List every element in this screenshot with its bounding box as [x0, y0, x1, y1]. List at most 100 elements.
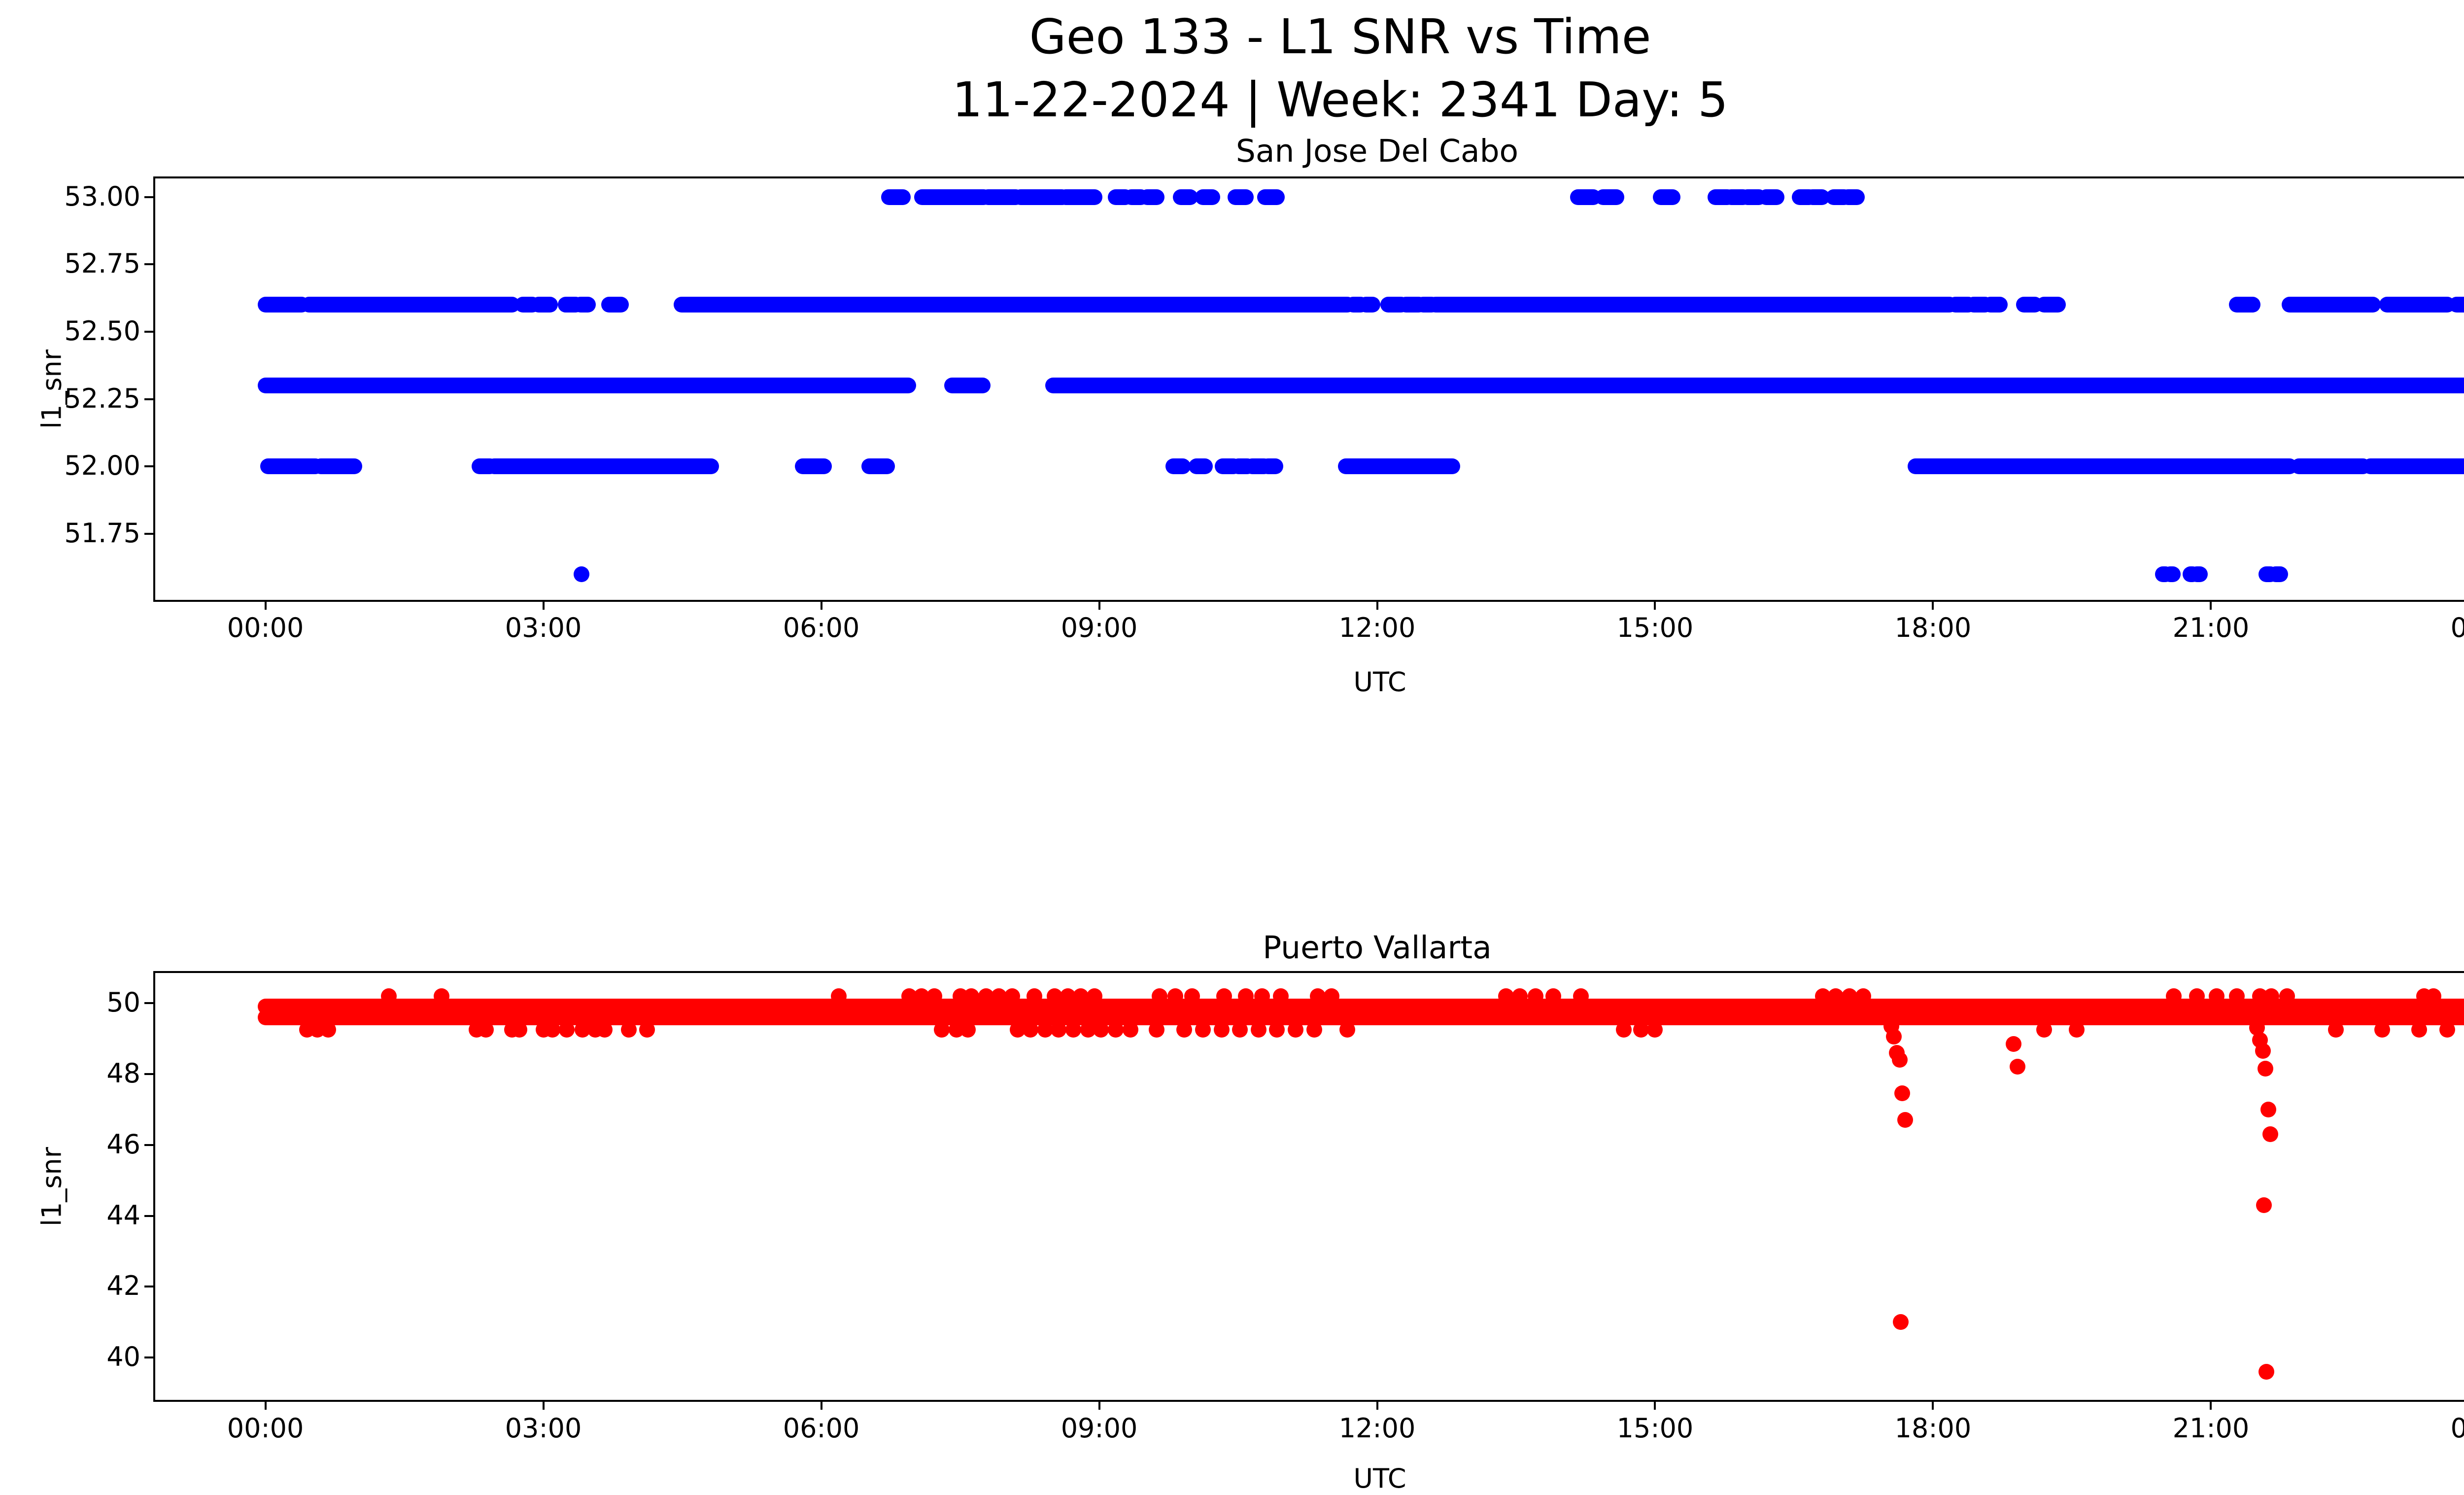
scatter-band: [1652, 189, 1681, 205]
y-tick-label: 40: [106, 1341, 140, 1373]
x-tick-mark: [2210, 600, 2212, 610]
y-tick-mark: [144, 196, 153, 198]
scatter-point: [2260, 1101, 2276, 1117]
scatter-band: [1260, 458, 1283, 475]
scatter-point: [2439, 1021, 2455, 1038]
scatter-point: [620, 1021, 637, 1038]
scatter-band: [914, 189, 992, 205]
scatter-point: [1232, 1021, 1248, 1038]
scatter-point: [558, 1021, 575, 1038]
y-tick-label: 44: [106, 1199, 140, 1231]
scatter-point: [933, 1021, 950, 1038]
scatter-point: [2328, 1021, 2344, 1038]
scatter-band: [1227, 189, 1254, 205]
subplot-title: Puerto Vallarta: [1263, 930, 1492, 966]
scatter-point: [2009, 1059, 2025, 1075]
y-tick-mark: [144, 465, 153, 468]
x-tick-label: 09:00: [1061, 612, 1138, 643]
scatter-point: [1195, 1021, 1211, 1038]
y-tick-mark: [144, 1002, 153, 1004]
scatter-point: [963, 988, 980, 1004]
x-tick-label: 12:00: [1338, 1413, 1416, 1444]
scatter-point: [1072, 988, 1089, 1004]
scatter-band: [1758, 189, 1784, 205]
scatter-point: [320, 1021, 337, 1038]
x-tick-mark: [1098, 600, 1100, 610]
scatter-point: [959, 1021, 976, 1038]
x-axis-label: UTC: [1353, 1463, 1406, 1494]
scatter-point: [1026, 988, 1042, 1004]
x-tick-label: 06:00: [783, 612, 860, 643]
scatter-band: [2379, 297, 2455, 313]
x-tick-label: 03:00: [505, 612, 582, 643]
x-tick-label: 09:00: [1061, 1413, 1138, 1444]
x-tick-label: 00:00: [2450, 1413, 2464, 1444]
scatter-band: [2268, 566, 2289, 582]
x-tick-mark: [2210, 1400, 2212, 1410]
scatter-point: [2258, 1061, 2274, 1077]
scatter-point: [2256, 1197, 2272, 1214]
scatter-point: [1149, 1021, 1165, 1038]
scatter-point: [1828, 988, 1844, 1004]
scatter-point: [2262, 1126, 2278, 1143]
scatter-band: [1172, 189, 1198, 205]
scatter-band: [2448, 297, 2464, 313]
x-tick-mark: [542, 1400, 545, 1410]
scatter-point: [1004, 988, 1020, 1004]
scatter-point: [478, 1021, 494, 1038]
scatter-point: [1151, 988, 1167, 1004]
x-tick-label: 06:00: [783, 1413, 860, 1444]
scatter-band: [2229, 297, 2261, 313]
x-tick-mark: [820, 600, 822, 610]
scatter-band: [257, 1009, 2464, 1025]
y-tick-mark: [144, 532, 153, 535]
x-tick-mark: [1098, 1400, 1100, 1410]
y-tick-mark: [144, 263, 153, 266]
scatter-point: [2411, 1021, 2428, 1038]
scatter-point: [2374, 1021, 2391, 1038]
scatter-point: [2036, 1021, 2053, 1038]
scatter-point: [1324, 988, 1340, 1004]
y-tick-label: 52.25: [64, 382, 140, 414]
scatter-band: [1045, 378, 2464, 394]
scatter-point: [2259, 1364, 2275, 1380]
scatter-point: [1023, 1021, 1039, 1038]
x-tick-label: 15:00: [1616, 612, 1694, 643]
x-axis-label: UTC: [1353, 666, 1406, 697]
scatter-band: [794, 458, 832, 475]
scatter-band: [2189, 566, 2208, 582]
scatter-point: [433, 988, 449, 1004]
scatter-band: [2282, 297, 2381, 313]
x-tick-mark: [1654, 1400, 1656, 1410]
y-axis-label: l1_snr: [36, 1147, 68, 1226]
y-tick-label: 52.00: [64, 450, 140, 482]
x-tick-mark: [1376, 600, 1378, 610]
scatter-point: [1087, 988, 1103, 1004]
x-tick-label: 12:00: [1338, 612, 1416, 643]
scatter-band: [2291, 458, 2371, 475]
scatter-point: [545, 1021, 561, 1038]
y-tick-label: 51.75: [64, 517, 140, 549]
scatter-point: [2006, 1036, 2021, 1052]
scatter-band: [2362, 458, 2464, 475]
scatter-band: [881, 189, 911, 205]
scatter-point: [1306, 1021, 1322, 1038]
x-tick-label: 00:00: [2450, 612, 2464, 643]
x-tick-mark: [264, 600, 267, 610]
scatter-band: [1165, 458, 1191, 475]
x-tick-label: 18:00: [1894, 612, 1972, 643]
x-tick-label: 18:00: [1894, 1413, 1972, 1444]
scatter-point: [1093, 1021, 1109, 1038]
scatter-point: [1167, 988, 1183, 1004]
scatter-band: [1188, 458, 1213, 475]
scatter-point: [926, 988, 942, 1004]
scatter-point: [1176, 1021, 1193, 1038]
scatter-band: [486, 458, 719, 475]
scatter-band: [257, 297, 309, 313]
scatter-point: [1512, 988, 1528, 1004]
scatter-point: [380, 988, 397, 1004]
y-tick-label: 53.00: [64, 180, 140, 212]
scatter-point: [1498, 988, 1514, 1004]
scatter-point: [1250, 1021, 1266, 1038]
scatter-point: [1527, 988, 1543, 1004]
